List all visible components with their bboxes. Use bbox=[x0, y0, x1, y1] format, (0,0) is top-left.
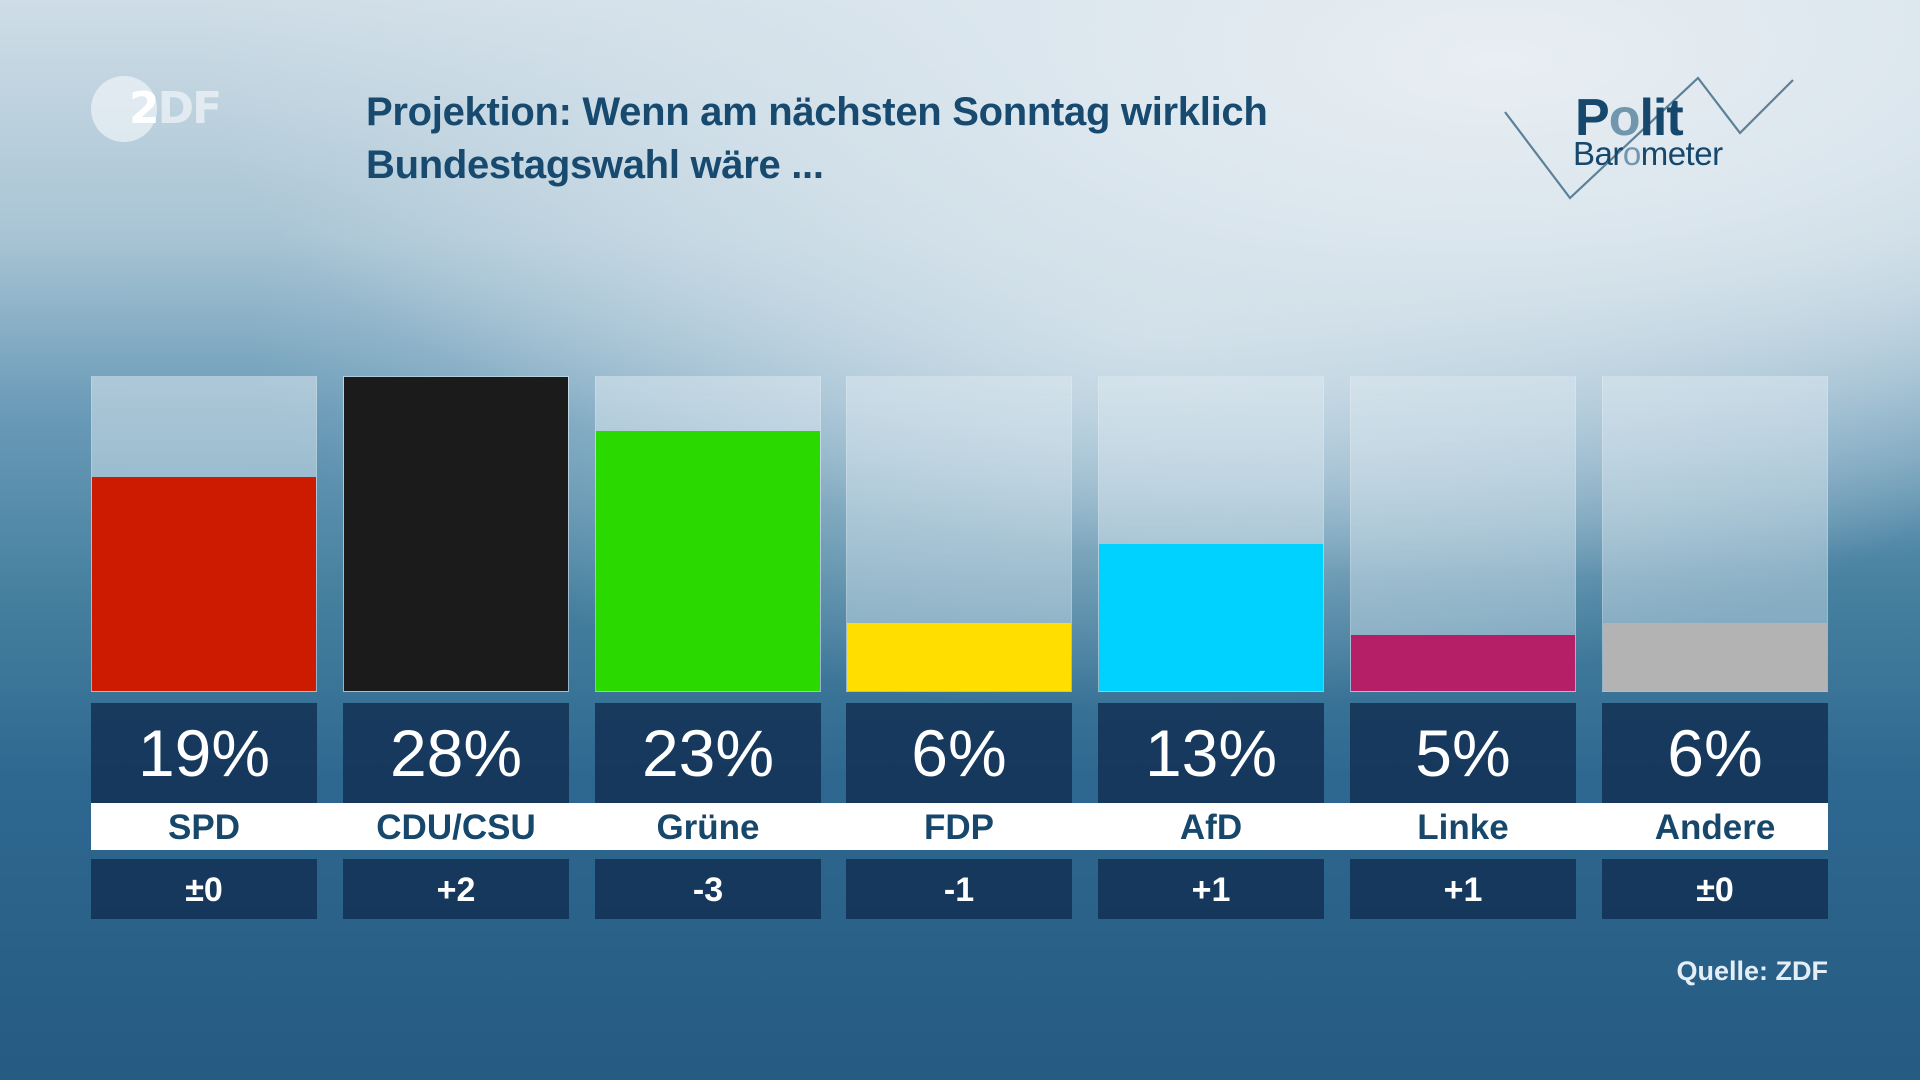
zdf-logo-2: 2 bbox=[129, 83, 160, 134]
bar-fdp bbox=[847, 623, 1071, 691]
category-label-gruene: Grüne bbox=[656, 808, 760, 847]
chart-title-line-2: Bundestagswahl wäre ... bbox=[366, 143, 824, 187]
zdf-logo-text: 2DF bbox=[129, 83, 223, 134]
bar-track-andere bbox=[1602, 376, 1828, 692]
value-label-andere: 6% bbox=[1602, 703, 1828, 803]
value-label-fdp: 6% bbox=[846, 703, 1072, 803]
politbarometer-logo: Polit Barometer bbox=[1500, 70, 1800, 210]
bar-track-cdu-csu bbox=[343, 376, 569, 692]
polit-lit: lit bbox=[1639, 89, 1683, 147]
change-label-andere: ±0 bbox=[1602, 859, 1828, 919]
source-note: Quelle: ZDF bbox=[1676, 956, 1828, 986]
zdf-logo: 2DF bbox=[91, 76, 231, 142]
change-label-fdp: -1 bbox=[846, 859, 1072, 919]
category-label-spd: SPD bbox=[168, 808, 240, 847]
category-label-fdp: FDP bbox=[924, 808, 994, 847]
category-label-cdu-csu: CDU/CSU bbox=[376, 808, 536, 847]
barometer-meter: meter bbox=[1640, 135, 1723, 172]
bar-afd bbox=[1099, 544, 1323, 691]
chart-title-line-1: Projektion: Wenn am nächsten Sonntag wir… bbox=[366, 90, 1268, 134]
value-label-linke: 5% bbox=[1350, 703, 1576, 803]
bar-track-fdp bbox=[846, 376, 1072, 692]
change-label-cdu-csu: +2 bbox=[343, 859, 569, 919]
value-label-afd: 13% bbox=[1098, 703, 1324, 803]
category-label-linke: Linke bbox=[1417, 808, 1509, 847]
value-label-cdu-csu: 28% bbox=[343, 703, 569, 803]
zdf-logo-circle-icon bbox=[91, 76, 157, 142]
bar-track-linke bbox=[1350, 376, 1576, 692]
barometer-wordmark: Barometer bbox=[1573, 136, 1723, 172]
change-label-linke: +1 bbox=[1350, 859, 1576, 919]
zigzag-line-icon bbox=[1504, 76, 1794, 200]
bar-cdu-csu bbox=[344, 377, 568, 691]
barometer-bar: Bar bbox=[1573, 135, 1623, 172]
category-label-andere: Andere bbox=[1654, 808, 1776, 847]
change-label-afd: +1 bbox=[1098, 859, 1324, 919]
change-label-gruene: -3 bbox=[595, 859, 821, 919]
zdf-logo-df: DF bbox=[157, 83, 223, 134]
value-label-gruene: 23% bbox=[595, 703, 821, 803]
category-label-afd: AfD bbox=[1179, 808, 1243, 847]
change-label-spd: ±0 bbox=[91, 859, 317, 919]
chart-title: Projektion: Wenn am nächsten Sonntag wir… bbox=[366, 86, 1466, 192]
polit-o: o bbox=[1608, 89, 1641, 147]
barometer-o: o bbox=[1622, 135, 1641, 172]
bar-gruene bbox=[596, 431, 820, 691]
bar-track-gruene bbox=[595, 376, 821, 692]
party-label-band bbox=[91, 803, 1828, 850]
bar-spd bbox=[92, 476, 316, 691]
bar-track-spd bbox=[91, 376, 317, 692]
value-label-spd: 19% bbox=[91, 703, 317, 803]
polit-wordmark: Polit bbox=[1575, 89, 1684, 147]
bar-linke bbox=[1351, 634, 1575, 691]
polit-p: P bbox=[1575, 89, 1610, 147]
bar-andere bbox=[1603, 623, 1827, 691]
bar-track-afd bbox=[1098, 376, 1324, 692]
